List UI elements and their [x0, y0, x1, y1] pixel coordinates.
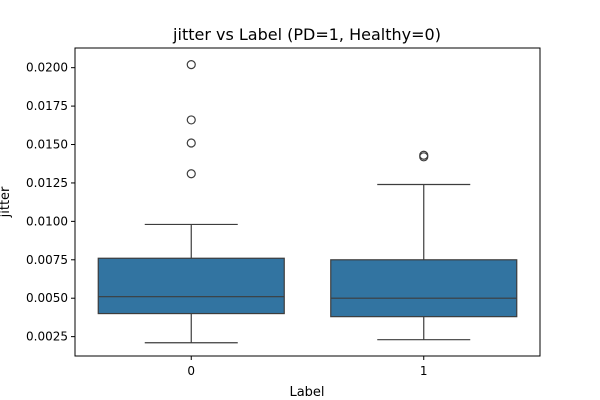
y-tick-label: 0.0050: [26, 291, 68, 305]
y-tick-label: 0.0125: [26, 176, 68, 190]
y-tick-label: 0.0100: [26, 214, 68, 228]
outlier-point: [186, 169, 196, 179]
outlier-point: [186, 138, 196, 148]
box-group-0: [97, 59, 285, 344]
y-axis-title: jitter: [0, 186, 13, 218]
iqr-box: [330, 259, 518, 318]
outlier-point: [419, 150, 429, 160]
y-tick-label: 0.0075: [26, 253, 68, 267]
chart-title: jitter vs Label (PD=1, Healthy=0): [172, 25, 441, 44]
y-tick-label: 0.0150: [26, 138, 68, 152]
x-axis-title: Label: [289, 385, 324, 400]
box-group-1: [330, 150, 518, 341]
plot-area: [97, 59, 518, 344]
plot-frame: [74, 47, 541, 357]
y-tick-label: 0.0200: [26, 61, 68, 75]
y-tick-label: 0.0025: [26, 330, 68, 344]
y-axis: 0.0025 0.0050 0.0075 0.0100 0.0125 0.0150 0.01…: [26, 61, 75, 344]
iqr-box: [97, 257, 285, 315]
x-tick-label: 1: [420, 364, 428, 378]
outlier-point: [186, 115, 196, 125]
y-tick-label: 0.0175: [26, 99, 68, 113]
outlier-point: [186, 59, 196, 70]
x-tick-label: 0: [187, 364, 195, 378]
